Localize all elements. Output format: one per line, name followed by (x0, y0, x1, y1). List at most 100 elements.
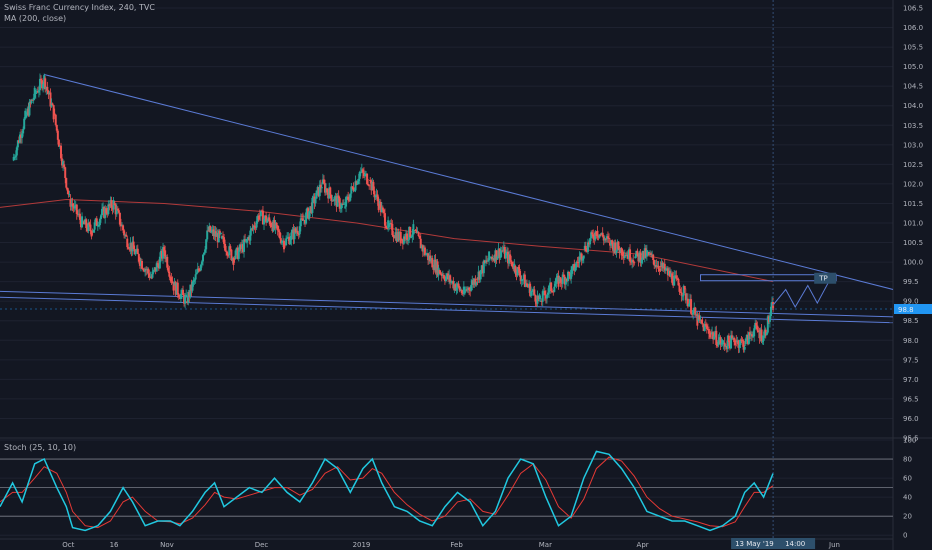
candle-body (548, 285, 551, 293)
candle-body (707, 329, 710, 334)
candle-body (630, 261, 633, 263)
candle-body (368, 185, 371, 187)
candle-body (55, 124, 58, 131)
candle-body (60, 145, 63, 159)
candle-body (234, 250, 237, 259)
candle-body (142, 268, 145, 270)
candle-body (341, 203, 344, 205)
candle-body (755, 322, 758, 326)
candle-body (278, 231, 281, 239)
candle-body (476, 277, 479, 280)
candle-body (381, 207, 384, 210)
time-tick-label: 2019 (353, 541, 371, 549)
candle-body (223, 237, 226, 244)
candle-body (94, 218, 97, 223)
candle-body (349, 193, 352, 201)
stoch-tick-label: 40 (903, 494, 912, 502)
candle-body (741, 340, 744, 342)
candle-body (93, 222, 96, 230)
candle-body (383, 213, 386, 226)
candle-body (69, 199, 72, 207)
candle-body (273, 219, 276, 229)
candle-body (268, 217, 271, 222)
candle-body (589, 238, 592, 245)
trendlines[interactable] (0, 73, 894, 324)
candle-body (50, 103, 53, 107)
candle-body (387, 220, 390, 229)
candle-body (666, 268, 669, 276)
candle-body (250, 228, 253, 231)
candle-body (752, 336, 755, 338)
candle-body (545, 294, 548, 299)
candle-body (284, 242, 287, 245)
ma-indicator-label[interactable]: MA (200, close) (4, 14, 67, 23)
candle-body (131, 241, 134, 252)
candle-body (233, 258, 236, 260)
candle-body (746, 334, 749, 344)
candle-body (246, 239, 249, 243)
candle-body (467, 287, 470, 291)
candlesticks[interactable] (12, 73, 775, 354)
candle-body (62, 161, 65, 166)
candle-body (221, 236, 224, 238)
candle-body (92, 229, 95, 233)
candle-body (399, 231, 402, 244)
candle-body (164, 250, 167, 259)
candle-body (549, 282, 552, 290)
candle-body (757, 330, 760, 333)
candle-body (23, 118, 26, 129)
candle-body (597, 236, 600, 238)
candle-body (745, 334, 748, 339)
candle-body (593, 238, 596, 240)
candle-body (619, 247, 622, 254)
candle-body (421, 245, 424, 252)
candle-body (66, 187, 69, 191)
candle-body (86, 227, 89, 231)
price-axis[interactable]: 95.5 96.0 96.5 97.0 97.5 98.0 98.5 99.0 99.5 100.… (903, 5, 923, 443)
candle-body (369, 180, 372, 181)
candle-body (155, 263, 158, 272)
candle-body (556, 275, 559, 278)
candle-body (656, 265, 659, 268)
candle-body (136, 248, 139, 255)
candle-body (30, 99, 33, 104)
candle-body (272, 219, 275, 232)
candle-body (304, 219, 307, 224)
candle-body (604, 238, 607, 240)
candle-body (173, 281, 176, 286)
candle-body (756, 325, 759, 331)
candle-body (738, 344, 741, 348)
candle-body (370, 180, 373, 191)
candle-body (132, 241, 135, 250)
candle-body (165, 256, 168, 259)
candle-body (431, 258, 434, 268)
candle-body (616, 241, 619, 251)
tp-annotation[interactable]: TP (700, 272, 837, 284)
stoch-tick-label: 0 (903, 532, 907, 540)
candle-body (708, 333, 711, 338)
candle-body (516, 267, 519, 276)
candle-body (725, 346, 728, 349)
candle-body (326, 188, 329, 193)
candle-body (547, 292, 550, 295)
candle-body (324, 183, 327, 193)
stochastic-pane[interactable] (0, 450, 893, 532)
candle-body (264, 215, 267, 219)
candle-body (320, 187, 323, 189)
candle-body (493, 258, 496, 262)
candle-body (455, 287, 458, 291)
stoch-indicator-label[interactable]: Stoch (25, 10, 10) (4, 443, 77, 452)
candle-body (89, 224, 92, 232)
candle-body (514, 266, 517, 273)
candle-body (686, 298, 689, 307)
trendline-support-2 (0, 296, 894, 324)
candle-body (298, 226, 301, 235)
candle-body (103, 207, 106, 218)
candle-body (301, 218, 304, 221)
candle-body (34, 92, 37, 94)
candle-body (422, 247, 425, 252)
candle-body (133, 249, 136, 255)
candle-body (565, 278, 568, 282)
projection-path[interactable] (772, 279, 831, 309)
